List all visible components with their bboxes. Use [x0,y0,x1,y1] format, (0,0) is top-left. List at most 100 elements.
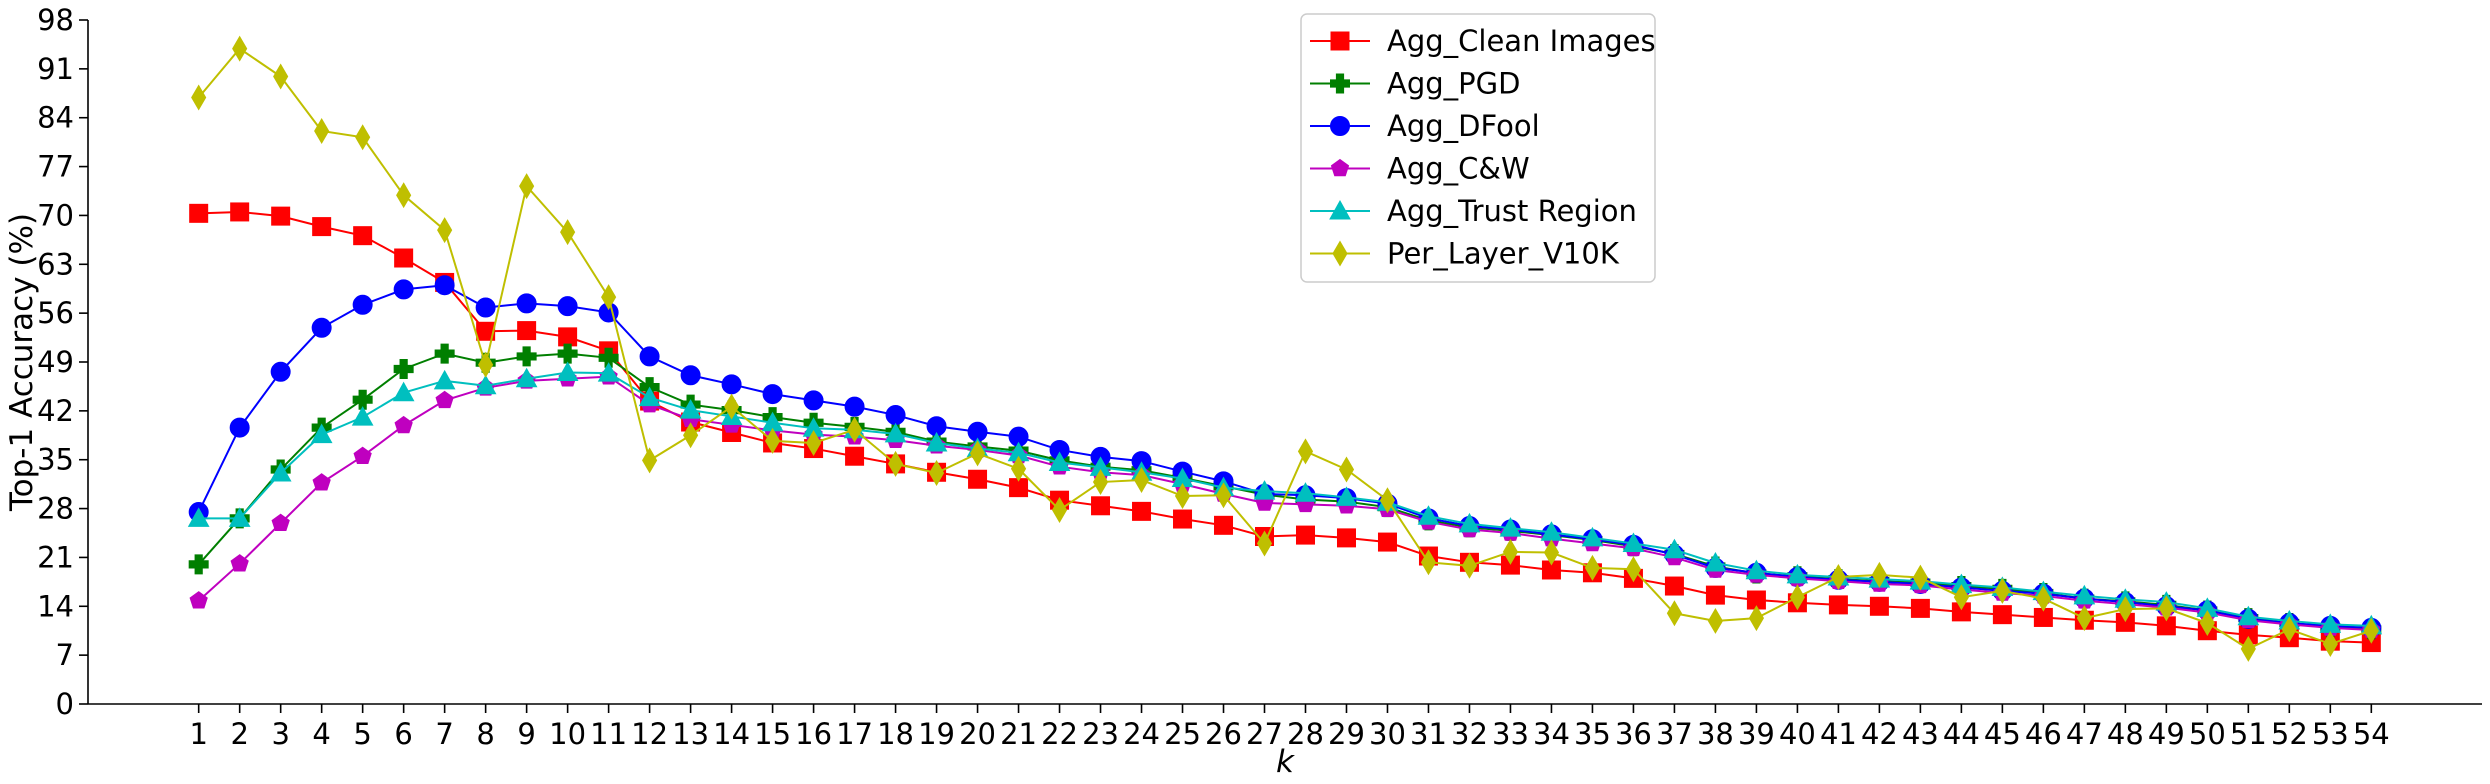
data-point-per-layer-v10k [2158,595,2174,622]
data-point-per-layer-v10k [2076,605,2092,632]
x-tick-label: 7 [435,717,453,751]
x-tick-label: 23 [1082,717,1119,751]
legend-marker-per-layer-v10k [1332,240,1348,267]
data-point-per-layer-v10k [1748,605,1765,632]
data-point-per-layer-v10k [1338,456,1355,483]
series-line-agg-trust-region [198,371,2372,627]
data-point-agg-dfool [311,317,332,338]
data-point-agg-dfool [844,396,865,417]
legend-label-agg-clean-images: Agg_Clean Images [1387,24,1656,58]
x-tick-label: 11 [590,717,627,751]
legend-item-agg-c-w: Agg_C&W [1310,152,1530,186]
data-point-per-layer-v10k [1625,556,1642,583]
data-point-agg-dfool [721,374,742,395]
legend-frame [1300,13,1656,283]
data-point-agg-clean-images [1869,596,1889,616]
data-point-per-layer-v10k [724,393,740,420]
legend-item-agg-clean-images: Agg_Clean Images [1310,24,1656,58]
x-tick-label: 46 [2025,717,2062,751]
x-tick-label: 37 [1656,717,1693,751]
data-point-agg-clean-images [1336,528,1356,548]
x-tick-label: 34 [1533,717,1570,751]
legend-label-per-layer-v10k: Per_Layer_V10K [1387,237,1620,271]
data-point-agg-clean-images [394,248,414,268]
data-point-agg-trust-region [2237,605,2260,626]
x-tick-label: 39 [1738,717,1775,751]
data-point-per-layer-v10k [2281,616,2297,643]
y-ticks: 0 7 14 21 28 35 42 49 56 63 70 77 84 91 98 [37,3,88,721]
data-point-agg-pgd [393,358,414,379]
x-tick-label: 45 [1984,717,2021,751]
data-point-per-layer-v10k [1420,549,1437,576]
data-point-agg-trust-region [1622,532,1645,552]
data-point-per-layer-v10k [191,84,207,111]
data-point-agg-trust-region [2073,584,2096,605]
series-layer [187,35,2383,662]
y-tick-label: 35 [37,443,74,477]
x-tick-label: 16 [795,717,832,751]
data-point-per-layer-v10k [1871,561,1887,588]
data-point-agg-clean-images [476,321,496,341]
x-tick-label: 41 [1820,717,1857,751]
data-point-per-layer-v10k [314,117,330,144]
data-point-per-layer-v10k [1994,577,2010,604]
x-tick-label: 25 [1164,717,1201,751]
x-tick-label: 27 [1246,717,1283,751]
data-point-agg-clean-images [1091,496,1111,516]
legend-label-agg-c-w: Agg_C&W [1387,152,1530,186]
data-point-per-layer-v10k [2363,617,2379,644]
data-point-per-layer-v10k [1092,469,1109,496]
x-tick-label: 38 [1697,717,1734,751]
y-tick-label: 70 [37,198,74,232]
data-point-agg-trust-region [884,422,907,443]
data-point-agg-trust-region [1786,563,1809,584]
data-point-agg-clean-images [517,321,537,341]
data-point-per-layer-v10k [232,35,248,62]
y-tick-label: 63 [37,247,74,281]
data-point-per-layer-v10k [642,447,658,474]
y-tick-label: 21 [37,540,74,574]
data-point-per-layer-v10k [805,429,822,456]
x-tick-label: 3 [271,717,289,751]
y-tick-label: 77 [37,150,74,184]
data-point-agg-trust-region [597,362,620,382]
x-tick-label: 1 [189,717,207,751]
data-point-agg-trust-region [1663,538,1686,559]
data-point-per-layer-v10k [519,173,535,200]
data-point-agg-clean-images [189,203,209,223]
data-point-per-layer-v10k [1010,455,1027,482]
data-point-agg-trust-region [1048,451,1071,472]
data-point-agg-clean-images [230,202,250,222]
data-point-agg-trust-region [1417,505,1440,525]
data-point-agg-pgd [516,346,537,367]
legend-marker-agg-c-w [1330,158,1350,177]
x-tick-label: 26 [1205,717,1242,751]
x-ticks: 1 2 3 4 5 6 7 8 9 10 11 12 13 14 15 16 17 18 19 20 21 22 23 24 2… [189,704,2390,751]
data-point-agg-clean-images [558,327,578,347]
data-point-agg-clean-images [1705,585,1725,605]
y-tick-label: 0 [56,687,74,721]
data-point-agg-clean-images [1664,576,1684,596]
x-tick-label: 47 [2066,717,2103,751]
data-point-per-layer-v10k [1707,607,1724,634]
x-tick-label: 6 [394,717,412,751]
data-point-per-layer-v10k [928,459,945,486]
x-tick-label: 8 [476,717,494,751]
data-point-agg-clean-images [271,206,291,226]
y-tick-label: 14 [37,589,74,623]
data-point-agg-c-w [394,415,413,434]
legend-marker-agg-trust-region [1329,199,1351,220]
data-point-agg-pgd [557,343,578,364]
legend-marker-agg-clean-images [1330,31,1350,51]
data-point-agg-trust-region [679,399,702,419]
x-tick-label: 42 [1861,717,1898,751]
legend-item-per-layer-v10k: Per_Layer_V10K [1310,237,1620,271]
y-tick-label: 49 [37,345,74,379]
data-point-agg-c-w [230,554,249,572]
data-point-agg-c-w [312,473,331,491]
data-point-agg-trust-region [638,386,661,407]
data-point-per-layer-v10k [1953,584,1969,611]
data-point-per-layer-v10k [1215,482,1232,509]
legend-marker-agg-dfool [1330,116,1350,136]
